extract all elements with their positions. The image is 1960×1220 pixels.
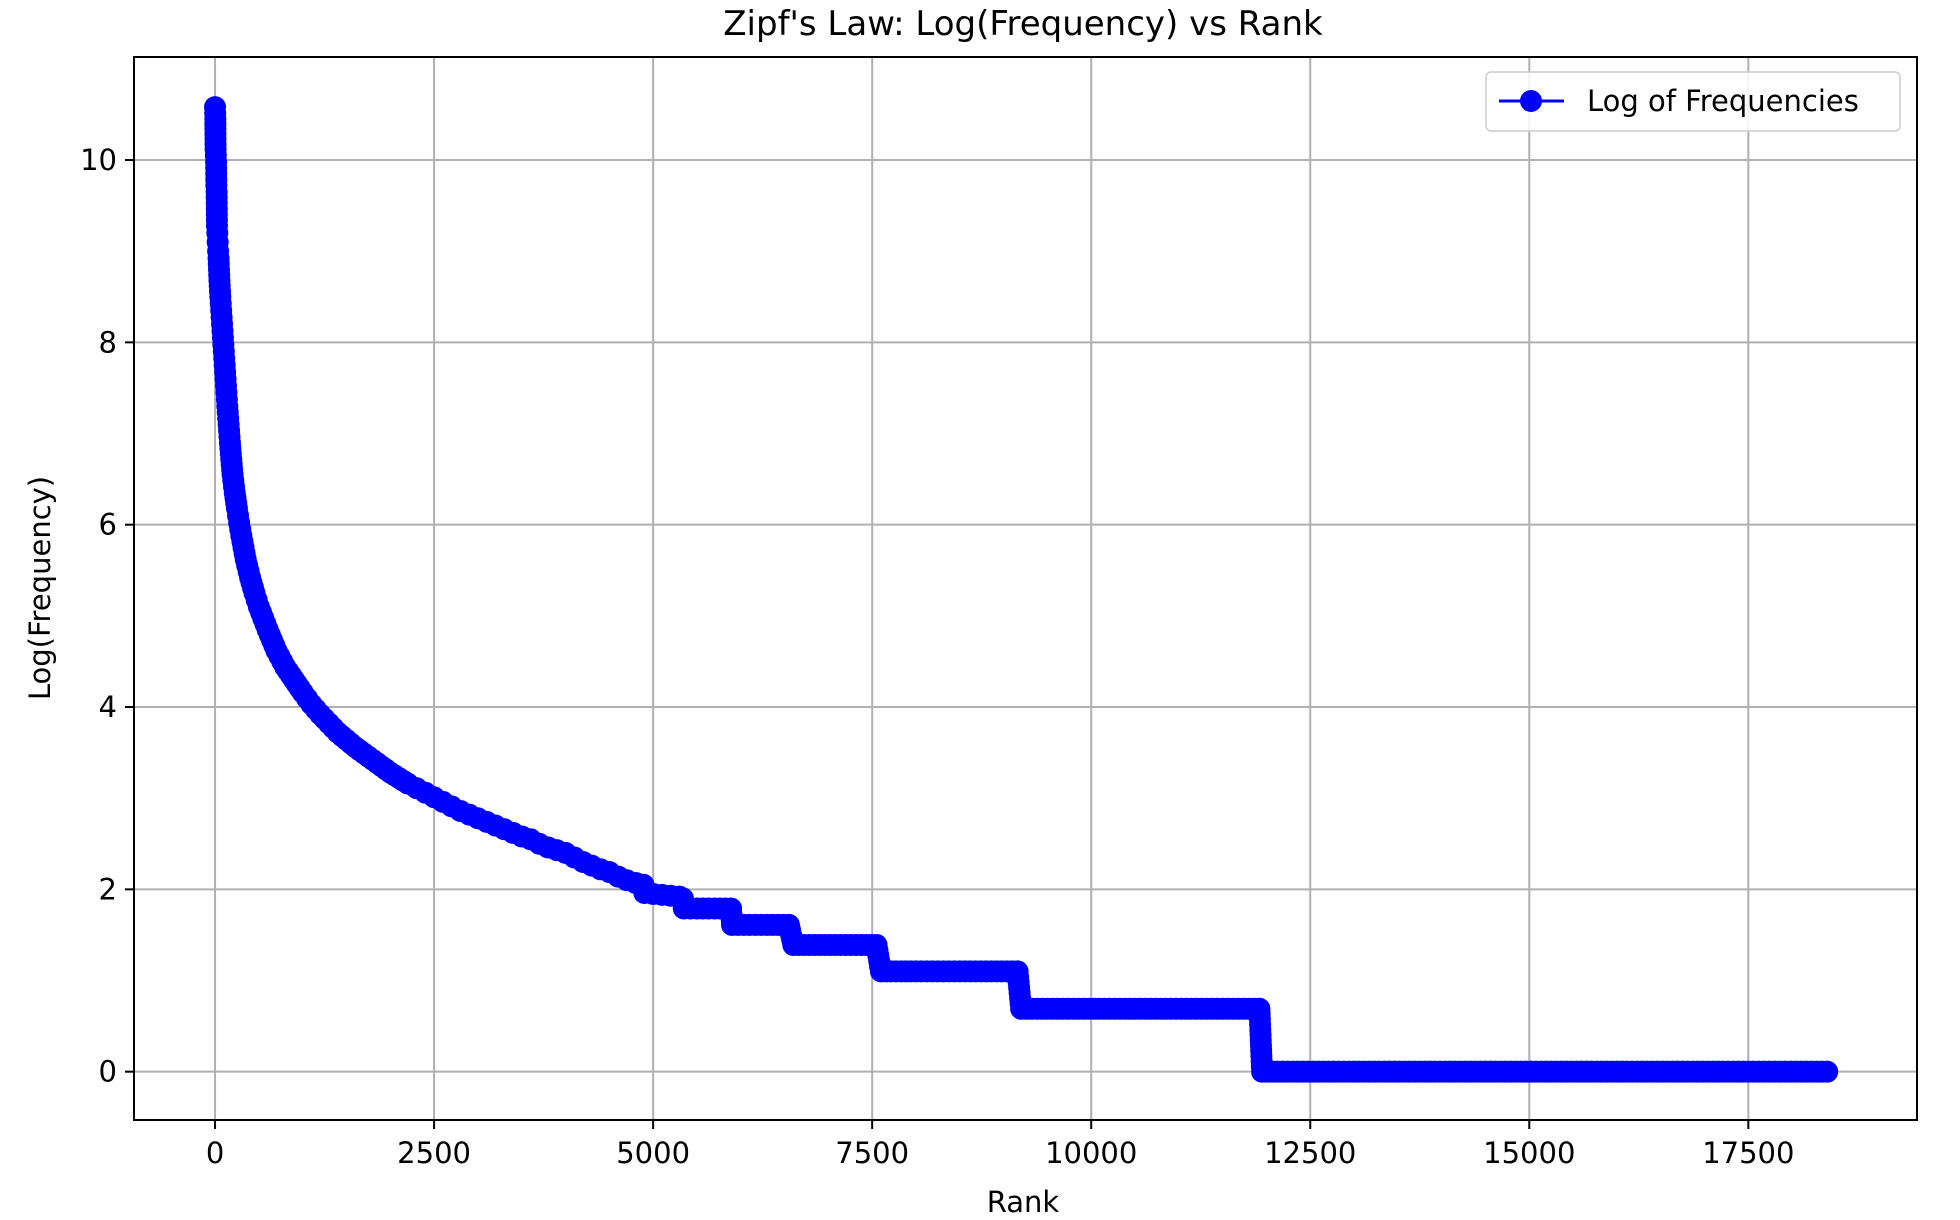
y-tick-label: 8 <box>99 325 117 359</box>
y-tick-label: 10 <box>80 143 117 177</box>
plot-frame <box>133 56 1918 1121</box>
x-tick-label: 0 <box>206 1136 224 1170</box>
y-axis-label: Log(Frequency) <box>23 476 57 700</box>
grid-lines <box>134 57 1917 1120</box>
legend-box <box>1485 71 1901 132</box>
legend: Log of Frequencies <box>1485 71 1901 132</box>
y-tick-label: 4 <box>99 690 117 724</box>
x-tick-label: 15000 <box>1483 1136 1575 1170</box>
x-tick-label: 2500 <box>397 1136 471 1170</box>
y-tick-label: 0 <box>99 1055 117 1089</box>
data-series <box>204 96 1839 1083</box>
x-tick-label: 10000 <box>1045 1136 1137 1170</box>
legend-marker-sample <box>1520 90 1542 112</box>
data-point <box>1816 1060 1839 1083</box>
x-tick-label: 12500 <box>1264 1136 1356 1170</box>
y-tick-label: 2 <box>99 872 117 906</box>
x-tick-label: 7500 <box>835 1136 909 1170</box>
x-tick-label: 5000 <box>616 1136 690 1170</box>
x-axis-label: Rank <box>987 1185 1060 1216</box>
axis-ticks: 0 2500 5000 7500 10000 12500 15000 17500 0 2 4 6 8 10 <box>80 143 1794 1170</box>
legend-label: Log of Frequencies <box>1587 84 1859 118</box>
y-tick-label: 6 <box>99 508 117 542</box>
x-tick-label: 17500 <box>1702 1136 1794 1170</box>
chart-title: Zipf's Law: Log(Frequency) vs Rank <box>723 4 1323 44</box>
